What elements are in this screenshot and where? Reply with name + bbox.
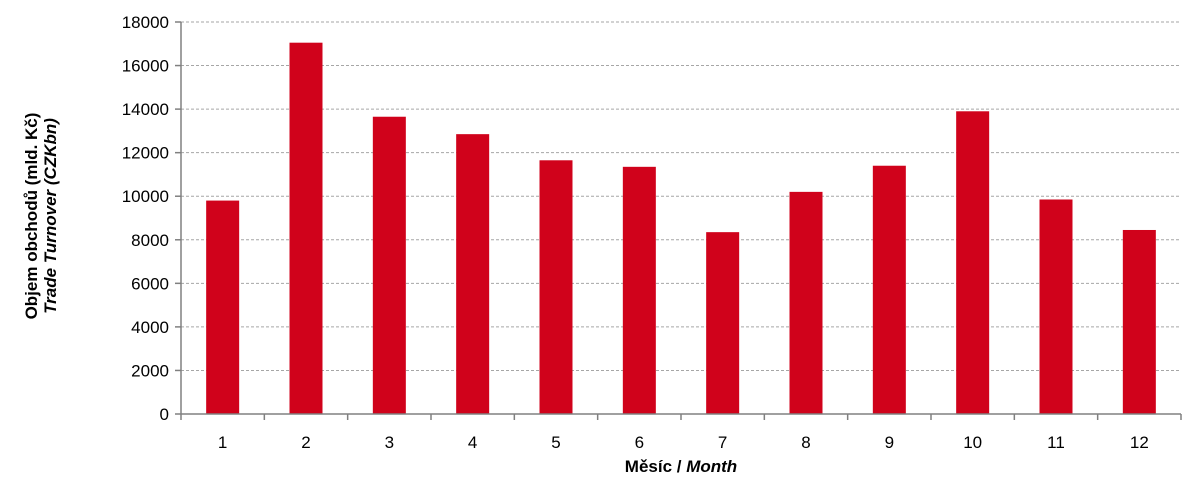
x-tick-label: 9 xyxy=(885,433,894,452)
axes xyxy=(175,21,1182,420)
x-tick-label: 1 xyxy=(218,433,227,452)
x-tick-label: 6 xyxy=(635,433,644,452)
x-tick-label: 2 xyxy=(301,433,310,452)
y-axis-subtitle: Trade Turnover (CZKbn) xyxy=(41,118,60,314)
tick-labels: 0 2000 4000 6000 8000 10000 12000 14000 16000 180… xyxy=(122,13,1149,452)
gridlines xyxy=(181,21,1181,371)
bar xyxy=(706,232,740,414)
y-tick-label: 0 xyxy=(160,405,169,424)
x-axis-title-main: Měsíc / xyxy=(625,457,686,476)
y-tick-label: 12000 xyxy=(122,144,169,163)
bars xyxy=(206,42,1156,415)
bar xyxy=(872,165,906,414)
y-tick-label: 16000 xyxy=(122,57,169,76)
x-axis-title-italic: Month xyxy=(686,457,737,476)
x-tick-label: 4 xyxy=(468,433,477,452)
bar xyxy=(1122,229,1156,414)
bar xyxy=(206,200,240,414)
y-tick-label: 2000 xyxy=(131,361,169,380)
bar xyxy=(1039,199,1073,414)
y-tick-label: 14000 xyxy=(122,100,169,119)
y-tick-label: 8000 xyxy=(131,231,169,250)
x-tick-label: 8 xyxy=(801,433,810,452)
y-tick-label: 6000 xyxy=(131,274,169,293)
x-tick-label: 12 xyxy=(1130,433,1149,452)
bar xyxy=(622,166,656,414)
y-tick-label: 18000 xyxy=(122,13,169,32)
x-tick-label: 7 xyxy=(718,433,727,452)
bar xyxy=(456,134,490,414)
bar xyxy=(956,111,990,415)
x-tick-label: 10 xyxy=(963,433,982,452)
x-tick-label: 11 xyxy=(1047,433,1065,452)
y-tick-label: 4000 xyxy=(131,318,169,337)
y-tick-label: 10000 xyxy=(122,187,169,206)
x-tick-label: 5 xyxy=(551,433,560,452)
y-axis-title: Objem obchodů (mld. Kč) xyxy=(22,113,41,320)
x-axis-title: Měsíc / Month xyxy=(625,457,737,476)
x-tick-label: 3 xyxy=(385,433,394,452)
bar xyxy=(372,116,406,414)
bar xyxy=(789,191,823,414)
bar xyxy=(539,160,573,414)
bar xyxy=(289,42,323,414)
